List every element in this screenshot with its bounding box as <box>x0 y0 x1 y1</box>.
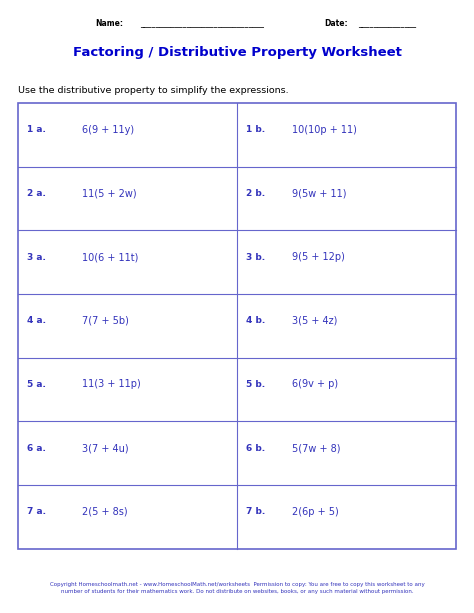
Text: 7(7 + 5b): 7(7 + 5b) <box>82 316 129 326</box>
Text: 11(5 + 2w): 11(5 + 2w) <box>82 188 137 199</box>
Text: Copyright Homeschoolmath.net - www.HomeschoolMath.net/worksheets  Permission to : Copyright Homeschoolmath.net - www.Homes… <box>50 582 424 595</box>
Text: 2(5 + 8s): 2(5 + 8s) <box>82 507 128 517</box>
Text: 3 a.: 3 a. <box>27 253 46 262</box>
Text: 5(7w + 8): 5(7w + 8) <box>292 443 340 453</box>
Text: 6 b.: 6 b. <box>246 444 264 452</box>
Text: 3 b.: 3 b. <box>246 253 264 262</box>
Text: 2(6p + 5): 2(6p + 5) <box>292 507 338 517</box>
Text: 6(9v + p): 6(9v + p) <box>292 379 337 389</box>
Text: 11(3 + 11p): 11(3 + 11p) <box>82 379 141 389</box>
Text: 10(10p + 11): 10(10p + 11) <box>292 124 356 135</box>
Text: 6(9 + 11y): 6(9 + 11y) <box>82 124 134 135</box>
Text: 7 a.: 7 a. <box>27 507 46 516</box>
Text: 3(7 + 4u): 3(7 + 4u) <box>82 443 128 453</box>
Text: _______________: _______________ <box>358 19 416 28</box>
Text: Date:: Date: <box>325 19 348 28</box>
Text: Factoring / Distributive Property Worksheet: Factoring / Distributive Property Worksh… <box>73 45 401 59</box>
Text: 9(5w + 11): 9(5w + 11) <box>292 188 346 199</box>
Text: ________________________________: ________________________________ <box>140 19 264 28</box>
Text: 4 b.: 4 b. <box>246 316 265 326</box>
Text: 2 a.: 2 a. <box>27 189 46 198</box>
Text: 9(5 + 12p): 9(5 + 12p) <box>292 252 345 262</box>
Text: Use the distributive property to simplify the expressions.: Use the distributive property to simplif… <box>18 86 289 95</box>
Text: 2 b.: 2 b. <box>246 189 264 198</box>
Text: 3(5 + 4z): 3(5 + 4z) <box>292 316 337 326</box>
Text: 6 a.: 6 a. <box>27 444 46 452</box>
Text: Name:: Name: <box>95 19 123 28</box>
Text: 10(6 + 11t): 10(6 + 11t) <box>82 252 138 262</box>
Text: 4 a.: 4 a. <box>27 316 46 326</box>
Text: 5 b.: 5 b. <box>246 380 264 389</box>
Text: 1 b.: 1 b. <box>246 125 264 134</box>
Text: 1 a.: 1 a. <box>27 125 46 134</box>
Text: 7 b.: 7 b. <box>246 507 265 516</box>
Text: 5 a.: 5 a. <box>27 380 46 389</box>
Bar <box>18 103 456 549</box>
